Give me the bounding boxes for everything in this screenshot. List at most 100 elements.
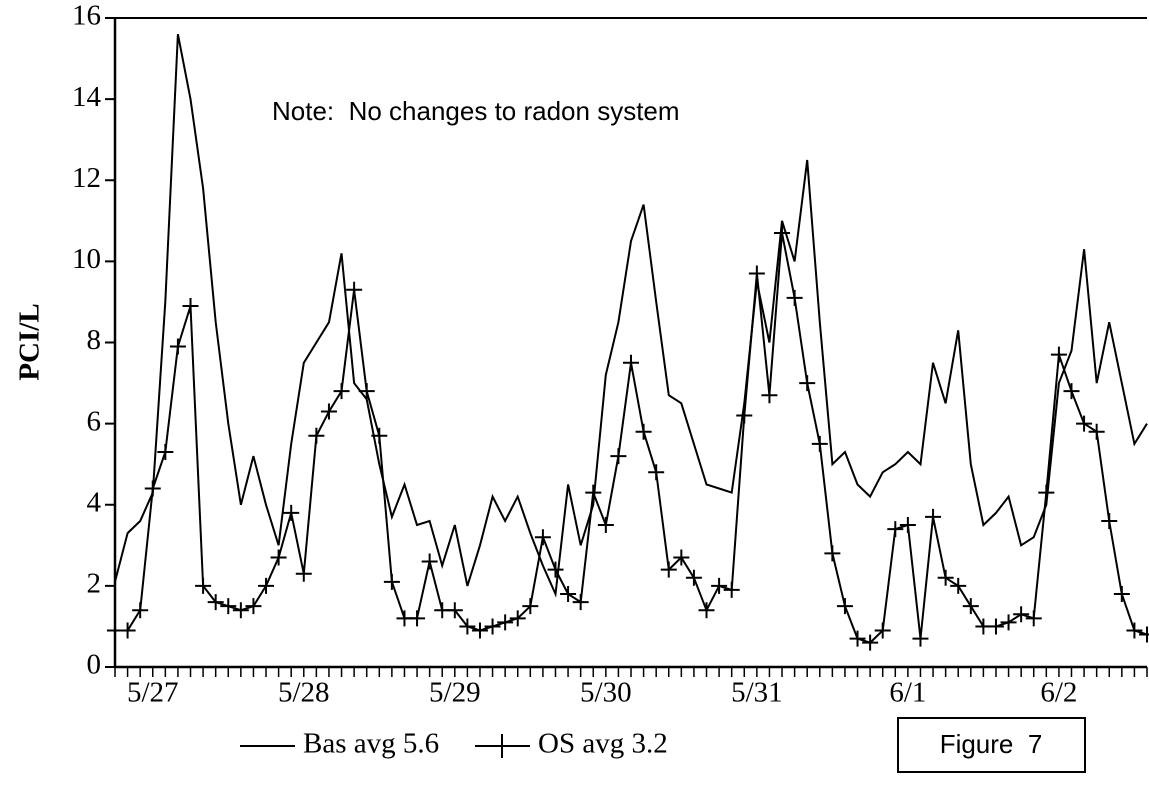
point-marker [497,614,514,631]
point-marker [987,618,1004,635]
point-marker [1013,606,1030,623]
point-marker [195,577,212,594]
series-line [115,232,1148,644]
series-line [114,34,1148,598]
point-marker [698,602,715,619]
y-tick-label: 4 [87,486,102,518]
point-marker [320,403,337,420]
point-marker [409,610,426,627]
x-tick-label: 5/27 [127,677,179,709]
point-marker [547,561,564,578]
point-marker [1088,423,1105,440]
point-marker [799,375,816,392]
point-marker [295,565,312,582]
x-tick-label: 6/1 [889,677,926,709]
figure-label: Figure 7 [940,729,1043,759]
point-marker [1000,614,1017,631]
point-marker [459,618,476,635]
y-tick-label: 0 [87,649,102,681]
point-marker [937,569,954,586]
point-marker [786,289,803,306]
point-marker [245,598,262,615]
point-marker [371,427,388,444]
x-tick-label: 5/29 [429,677,481,709]
point-marker [283,504,300,521]
point-marker [962,598,979,615]
point-marker [132,602,149,619]
legend-marker [490,734,514,758]
y-tick-label: 12 [72,162,101,194]
point-marker [711,577,728,594]
point-marker [484,618,501,635]
y-tick-label: 8 [87,324,102,356]
legend-label: OS avg 3.2 [538,728,668,760]
point-marker [509,610,526,627]
point-marker [1038,484,1055,501]
point-marker [534,529,551,546]
point-marker [572,594,589,611]
point-marker [1113,585,1130,602]
point-marker [258,577,275,594]
point-marker [761,387,778,404]
point-marker [950,577,967,594]
point-marker [623,354,639,371]
point-marker [232,602,249,619]
point-marker [673,549,690,566]
point-marker [874,622,891,639]
point-marker [421,553,438,570]
point-marker [207,594,224,611]
point-marker [157,444,174,461]
point-marker [1101,512,1118,529]
point-marker [446,602,463,619]
point-marker [144,480,161,497]
point-marker [1126,622,1143,639]
x-tick-label: 6/2 [1040,677,1077,709]
point-marker [824,545,841,562]
point-marker [560,585,577,602]
x-tick-label: 5/30 [580,677,632,709]
point-marker [522,598,539,615]
x-tick-label: 5/28 [278,677,330,709]
point-marker [836,598,853,615]
point-marker [270,549,287,566]
y-axis-label: PCI/L [14,303,46,380]
point-marker [849,630,866,647]
point-marker [119,622,136,639]
point-marker [736,407,753,424]
point-marker [912,630,929,647]
point-marker [723,581,740,598]
point-marker [1063,383,1080,400]
point-marker [685,569,702,586]
point-marker [471,622,488,639]
point-marker [308,427,325,444]
point-marker [1139,626,1149,643]
y-tick-label: 14 [72,81,102,113]
point-marker [748,265,765,282]
point-marker [774,224,791,241]
x-tick-label: 5/31 [731,677,783,709]
point-marker [346,281,363,298]
point-marker [1076,415,1093,432]
point-marker [383,573,400,590]
point-marker [585,484,602,501]
point-marker [610,448,627,465]
point-marker [660,561,677,578]
point-marker [925,508,942,525]
point-marker [899,517,916,534]
point-marker [862,634,879,651]
y-tick-label: 16 [72,0,101,32]
point-marker [358,383,375,400]
legend-label: Bas avg 5.6 [303,728,439,760]
point-marker [182,297,199,314]
figure-box [897,717,1086,773]
point-marker [333,383,350,400]
y-tick-label: 2 [87,568,102,600]
point-marker [169,338,186,355]
y-tick-label: 10 [72,243,101,275]
point-marker [1050,346,1067,363]
y-tick-label: 6 [87,405,102,437]
point-marker [811,435,828,452]
annotation: Note: No changes to radon system [272,96,680,126]
point-marker [887,521,904,538]
